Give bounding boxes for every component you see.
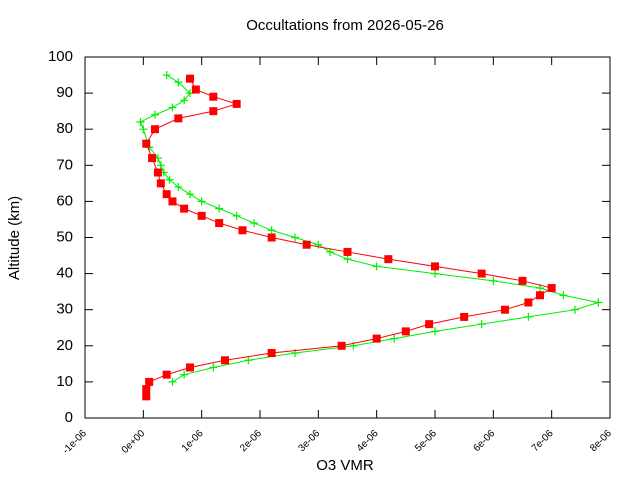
point: [302, 240, 311, 249]
point: [191, 85, 200, 94]
point: [174, 114, 183, 123]
y-tick-label: 40: [56, 265, 73, 282]
point: [186, 190, 194, 199]
point: [215, 219, 224, 228]
point: [250, 219, 259, 228]
point: [343, 255, 352, 264]
point: [174, 78, 183, 87]
point: [162, 71, 171, 80]
y-tick-label: 70: [56, 156, 73, 173]
point: [148, 154, 157, 163]
point: [431, 262, 439, 271]
point: [337, 341, 346, 350]
point: [221, 356, 229, 365]
point: [232, 211, 241, 220]
point: [425, 320, 434, 329]
point: [501, 305, 509, 314]
point: [571, 305, 579, 314]
point: [232, 99, 241, 108]
point: [372, 334, 381, 343]
point: [267, 233, 276, 242]
point: [238, 226, 247, 235]
point: [524, 312, 533, 321]
point: [343, 247, 352, 256]
point: [156, 161, 165, 170]
y-tick-label: 20: [56, 337, 73, 354]
point: [524, 298, 533, 307]
point: [139, 125, 148, 134]
point: [209, 363, 218, 372]
point: [244, 356, 253, 365]
point: [156, 179, 165, 188]
point: [489, 276, 498, 285]
point: [197, 197, 206, 206]
point: [145, 377, 154, 386]
chart-title: Occultations from 2026-05-26: [246, 17, 444, 34]
point: [162, 370, 171, 379]
point: [168, 103, 177, 112]
point: [142, 139, 151, 148]
point: [390, 334, 399, 343]
point: [291, 233, 299, 242]
point: [180, 204, 189, 213]
point: [547, 284, 556, 293]
point: [267, 349, 276, 358]
y-tick-label: 30: [56, 301, 73, 318]
point: [209, 107, 218, 116]
point: [431, 269, 439, 278]
x-axis-label: O3 VMR: [316, 457, 374, 474]
point: [372, 262, 381, 271]
point: [518, 276, 527, 285]
series-line: [145, 78, 553, 397]
point: [165, 175, 174, 184]
point: [314, 240, 323, 249]
point: [153, 168, 162, 177]
point: [162, 190, 171, 199]
y-axis-label: Altitude (km): [6, 196, 23, 280]
point: [384, 255, 393, 264]
point: [559, 291, 568, 300]
y-tick-label: 0: [65, 409, 73, 426]
point: [136, 117, 145, 126]
point: [477, 320, 486, 329]
point: [477, 269, 486, 278]
point: [174, 182, 183, 191]
y-tick-label: 50: [56, 228, 73, 245]
point: [142, 392, 151, 401]
point: [536, 291, 544, 300]
point: [209, 92, 218, 101]
point: [151, 110, 159, 119]
y-tick-label: 100: [48, 48, 73, 65]
y-tick-label: 10: [56, 373, 73, 390]
y-tick-label: 90: [56, 84, 73, 101]
point: [215, 204, 224, 213]
y-tick-label: 80: [56, 120, 73, 137]
point: [594, 298, 603, 307]
point: [180, 370, 189, 379]
point: [186, 363, 194, 372]
point: [401, 327, 410, 336]
point: [168, 377, 177, 386]
point: [168, 197, 177, 206]
point: [460, 312, 469, 321]
y-tick-label: 60: [56, 192, 73, 209]
point: [151, 125, 159, 134]
point: [267, 226, 276, 235]
point: [197, 211, 206, 220]
point: [142, 385, 151, 394]
point: [431, 327, 439, 336]
point: [186, 74, 194, 83]
point: [180, 96, 189, 105]
